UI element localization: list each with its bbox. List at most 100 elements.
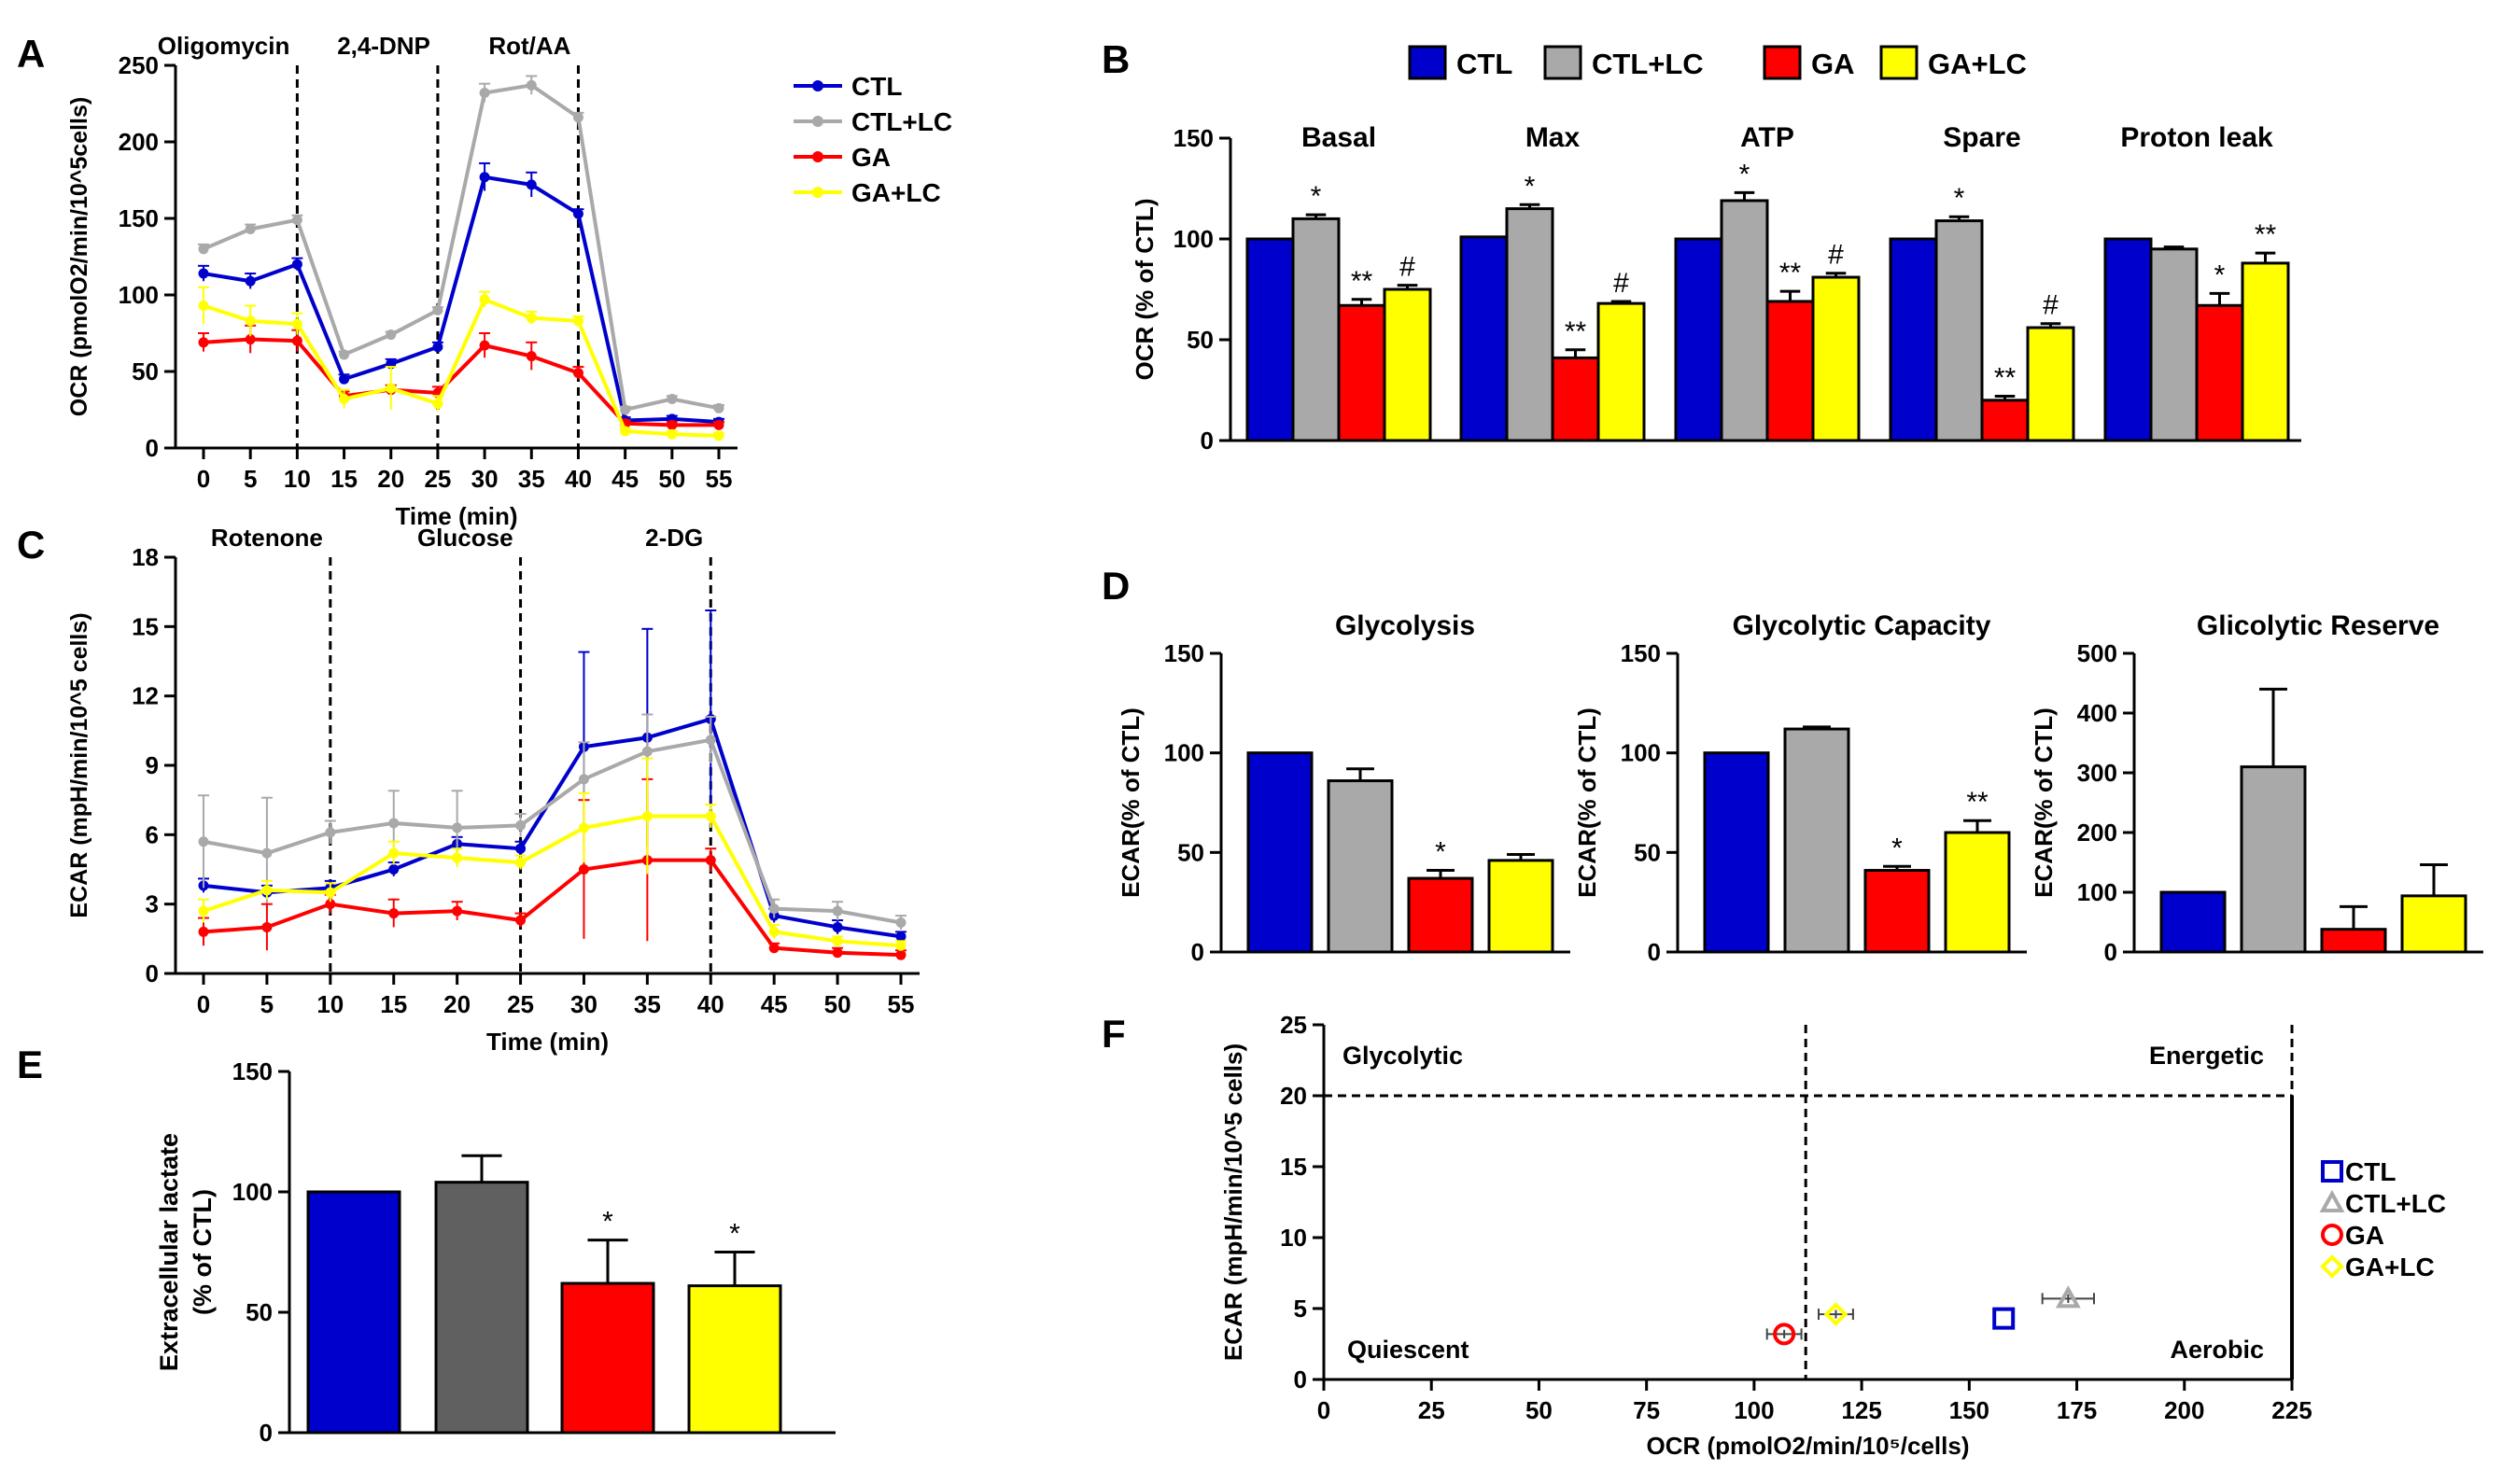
x-tick-label: 200 — [2164, 1396, 2204, 1424]
data-point-ctl — [432, 342, 443, 353]
group-label-max: Max — [1525, 122, 1581, 153]
x-tick-label: 20 — [443, 990, 471, 1018]
y-axis-label: Extracellular lactate (% of CTL) — [155, 1133, 217, 1371]
significance-mark: ** — [1779, 258, 1802, 288]
data-point-ga — [325, 899, 336, 910]
data-point-ga-lc — [705, 811, 716, 822]
data-point-ga — [261, 921, 273, 932]
data-point-ctl-lc — [388, 818, 400, 829]
data-point-ga-lc — [452, 852, 463, 863]
bar-ctl — [1703, 751, 1770, 954]
y-tick-label: 0 — [1648, 938, 1661, 966]
event-label-2-dg: 2-DG — [645, 524, 703, 552]
bar-ctl-lc — [1327, 779, 1394, 954]
y-tick-label: 50 — [246, 1298, 273, 1326]
data-point-ctl — [572, 208, 583, 219]
data-point-ga-lc — [479, 294, 490, 305]
y-tick-label: 0 — [1201, 427, 1214, 455]
x-tick-label: 5 — [260, 990, 274, 1018]
legend-marker-ga-lc — [812, 187, 823, 198]
data-point-ctl-lc — [895, 917, 907, 928]
x-tick-label: 45 — [611, 465, 639, 493]
legend-label-ctl-lc: CTL+LC — [2345, 1189, 2446, 1218]
data-point-ctl-lc — [432, 304, 443, 315]
data-point-ga-lc — [641, 811, 653, 822]
significance-mark: * — [729, 1219, 740, 1250]
data-point-ctl — [515, 843, 527, 854]
data-point-ga-lc — [325, 887, 336, 898]
x-tick-label: 55 — [888, 990, 915, 1018]
data-point-ga-lc — [1823, 1302, 1848, 1326]
significance-mark: # — [2043, 290, 2059, 321]
event-label-rotenone: Rotenone — [211, 524, 323, 552]
y-tick-label: 100 — [2077, 878, 2117, 906]
data-point-ga-lc — [713, 430, 724, 441]
x-tick-label: 125 — [1841, 1396, 1881, 1424]
data-point-ctl-lc — [641, 746, 653, 757]
legend-label-ctl-lc: CTL+LC — [1592, 48, 1704, 80]
x-tick-label: 50 — [1525, 1396, 1553, 1424]
y-axis-label: ECAR(% of CTL) — [2030, 707, 2058, 898]
panel-letter-d: D — [1102, 564, 1130, 608]
panel-D1: 0 50 100 150 ECAR(% of CTL) * Glycolysis — [1117, 610, 1570, 966]
bar-ctl-lc — [1505, 207, 1554, 442]
data-point-ga — [578, 864, 589, 875]
data-point-ctl-lc — [572, 112, 583, 123]
data-point-ga-lc — [768, 926, 780, 937]
series-line-ctl — [203, 716, 902, 939]
x-tick-label: 35 — [634, 990, 661, 1018]
data-point-ga-lc — [526, 313, 537, 324]
bar-ga-lc — [2241, 261, 2290, 442]
panel-letter-b: B — [1102, 37, 1130, 81]
bar-ctl-lc — [434, 1181, 529, 1435]
data-point-ga — [713, 419, 724, 430]
y-tick-label: 500 — [2077, 639, 2117, 667]
bar-ga — [1337, 303, 1386, 442]
bar-ga-lc — [1811, 275, 1861, 442]
bar-ctl-lc — [1783, 727, 1850, 954]
data-point-ga-lc — [895, 940, 907, 951]
bar-ctl — [1246, 751, 1314, 954]
group-label-proton-leak: Proton leak — [2120, 122, 2273, 153]
legend-swatch-ctl — [1408, 45, 1447, 80]
x-tick-label: 40 — [565, 465, 592, 493]
legend-marker-ctl — [2321, 1160, 2343, 1183]
panel-F: 0 5 10 15 20 25 ECAR (mpH/min/10^5 cells) 0 25 50… — [1219, 1011, 2446, 1460]
bar-ga — [1863, 869, 1931, 954]
significance-mark: ** — [2255, 219, 2277, 250]
bar-ctl — [2103, 237, 2153, 442]
data-point-ga-lc — [291, 318, 302, 329]
legend-label-ga: GA — [2345, 1221, 2384, 1250]
x-tick-label: 0 — [197, 990, 210, 1018]
y-tick-label: 50 — [1187, 326, 1214, 354]
y-tick-label: 0 — [146, 959, 159, 987]
significance-mark: ** — [1994, 362, 2017, 393]
y-tick-label: 3 — [146, 890, 159, 918]
y-tick-label: 200 — [2077, 819, 2117, 847]
series-line-ga — [203, 337, 719, 427]
significance-mark: ** — [1351, 266, 1373, 297]
bar-ga-lc — [2400, 894, 2467, 954]
data-point-ctl — [479, 172, 490, 183]
quadrant-label-energetic: Energetic — [2149, 1042, 2264, 1070]
quadrant-label-aerobic: Aerobic — [2170, 1336, 2264, 1364]
bar-ctl-lc — [2149, 247, 2199, 442]
y-tick-label: 100 — [1164, 739, 1204, 767]
data-point-ga — [198, 926, 209, 937]
chart-title-glicolytic-reserve: Glicolytic Reserve — [2197, 610, 2439, 641]
data-point-ga-lc — [198, 300, 209, 311]
bar-ga — [560, 1281, 655, 1435]
x-tick-label: 75 — [1633, 1396, 1660, 1424]
y-tick-label: 150 — [1174, 124, 1214, 152]
x-tick-label: 0 — [1317, 1396, 1330, 1424]
legend-marker-ctl — [812, 80, 823, 91]
data-point-ga — [526, 351, 537, 362]
data-point-ctl — [526, 179, 537, 190]
x-tick-label: 100 — [1734, 1396, 1774, 1424]
y-tick-label: 5 — [1294, 1295, 1307, 1323]
data-point-ga-lc — [432, 398, 443, 409]
legend-label-ga-lc: GA+LC — [2345, 1253, 2435, 1281]
